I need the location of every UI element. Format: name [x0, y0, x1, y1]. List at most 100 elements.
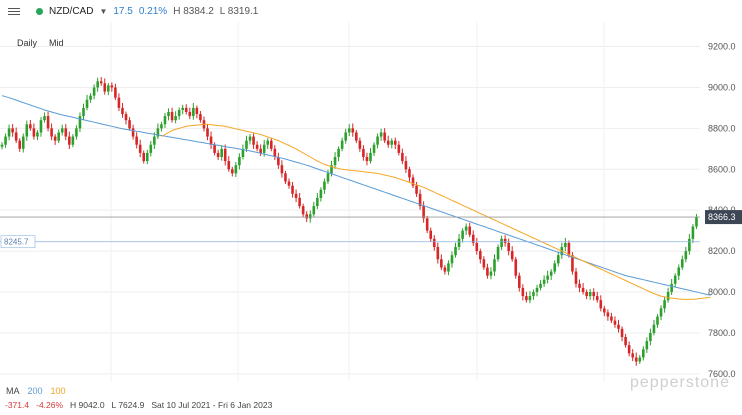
candle — [581, 287, 585, 292]
candle — [344, 132, 347, 141]
candle — [471, 234, 475, 243]
candle — [610, 316, 613, 321]
candle — [57, 132, 60, 141]
candle — [443, 267, 447, 272]
candle — [181, 107, 185, 110]
range-dates: Sat 10 Jul 2021 - Fri 6 Jan 2023 — [151, 400, 273, 410]
candle — [677, 267, 681, 276]
candle — [493, 259, 496, 272]
candle — [75, 128, 78, 137]
ma100-label[interactable]: 100 — [50, 386, 66, 396]
candle — [376, 136, 379, 145]
candle — [588, 292, 592, 297]
interval-button[interactable]: Daily — [17, 38, 38, 48]
indicator-legend: MA 200 100 — [6, 386, 66, 396]
candle — [496, 247, 500, 260]
chart-header: NZD/CAD ▼ 17.5 0.21% H 8384.2 L 8319.1 — [0, 0, 742, 22]
candle — [298, 197, 301, 207]
candle — [525, 296, 528, 301]
candle — [301, 206, 305, 215]
y-tick-label: 7800.0 — [708, 328, 736, 338]
candle — [82, 107, 85, 117]
candle — [532, 292, 535, 297]
price-type-button[interactable]: Mid — [49, 38, 64, 48]
candle — [85, 99, 89, 108]
candle — [567, 242, 571, 256]
candle — [220, 148, 223, 157]
candle — [312, 206, 316, 215]
change-value: 17.5 — [113, 5, 133, 17]
candle — [106, 85, 110, 92]
candle — [50, 128, 53, 137]
range-low: L 7624.9 — [111, 400, 145, 410]
candle — [163, 116, 167, 125]
menu-icon[interactable] — [8, 6, 20, 17]
range-change: -371.4 — [5, 400, 30, 410]
candle — [78, 116, 82, 129]
candle — [461, 230, 464, 239]
range-summary: -371.4 -4.26% H 9042.0 L 7624.9 Sat 10 J… — [5, 400, 272, 410]
candle — [422, 206, 425, 219]
candle — [323, 181, 326, 190]
candle — [333, 157, 337, 166]
candle — [252, 136, 255, 145]
candle — [43, 116, 46, 121]
candle — [603, 308, 606, 313]
candle — [64, 128, 68, 137]
candle — [305, 214, 309, 219]
candle — [153, 136, 156, 145]
low-value: L 8319.1 — [219, 5, 259, 17]
candle — [659, 308, 663, 317]
candle — [330, 165, 333, 174]
candle — [666, 292, 670, 301]
candle — [510, 251, 514, 260]
candle — [248, 136, 252, 141]
indicator-label[interactable]: MA — [6, 386, 20, 396]
candle — [642, 349, 645, 358]
range-high: H 9042.0 — [70, 400, 105, 410]
candle — [114, 87, 117, 98]
candle — [269, 140, 273, 149]
candle — [238, 157, 241, 166]
chevron-down-icon[interactable]: ▼ — [99, 6, 108, 16]
candle — [174, 116, 177, 121]
candle — [411, 177, 415, 186]
ma200-line — [1, 95, 711, 296]
candle — [606, 312, 610, 317]
candle — [535, 287, 539, 292]
candle — [25, 124, 29, 137]
candle — [553, 263, 557, 272]
candle — [475, 242, 479, 252]
candle — [447, 263, 450, 272]
candle — [266, 140, 270, 145]
candle — [156, 128, 160, 137]
candle — [4, 136, 7, 145]
candle — [673, 275, 677, 284]
market-status-icon — [36, 7, 43, 15]
candle — [457, 238, 461, 247]
candle — [131, 128, 135, 137]
candle — [291, 185, 294, 194]
candle — [177, 109, 181, 117]
candle — [11, 128, 14, 133]
candle — [60, 128, 64, 133]
candle — [556, 255, 560, 264]
candle — [262, 144, 266, 153]
ma200-label[interactable]: 200 — [27, 386, 43, 396]
symbol-label[interactable]: NZD/CAD — [49, 5, 94, 17]
candle — [7, 128, 11, 137]
candle — [436, 247, 440, 260]
high-value: H 8384.2 — [173, 5, 214, 17]
candle — [393, 140, 397, 145]
candle — [617, 324, 620, 329]
candle — [46, 116, 50, 129]
candle — [688, 238, 691, 252]
candle — [379, 132, 383, 137]
candle — [415, 185, 418, 194]
candle — [631, 353, 634, 358]
y-tick-label: 9200.0 — [708, 42, 736, 52]
candle — [124, 114, 128, 121]
candle — [680, 259, 684, 268]
